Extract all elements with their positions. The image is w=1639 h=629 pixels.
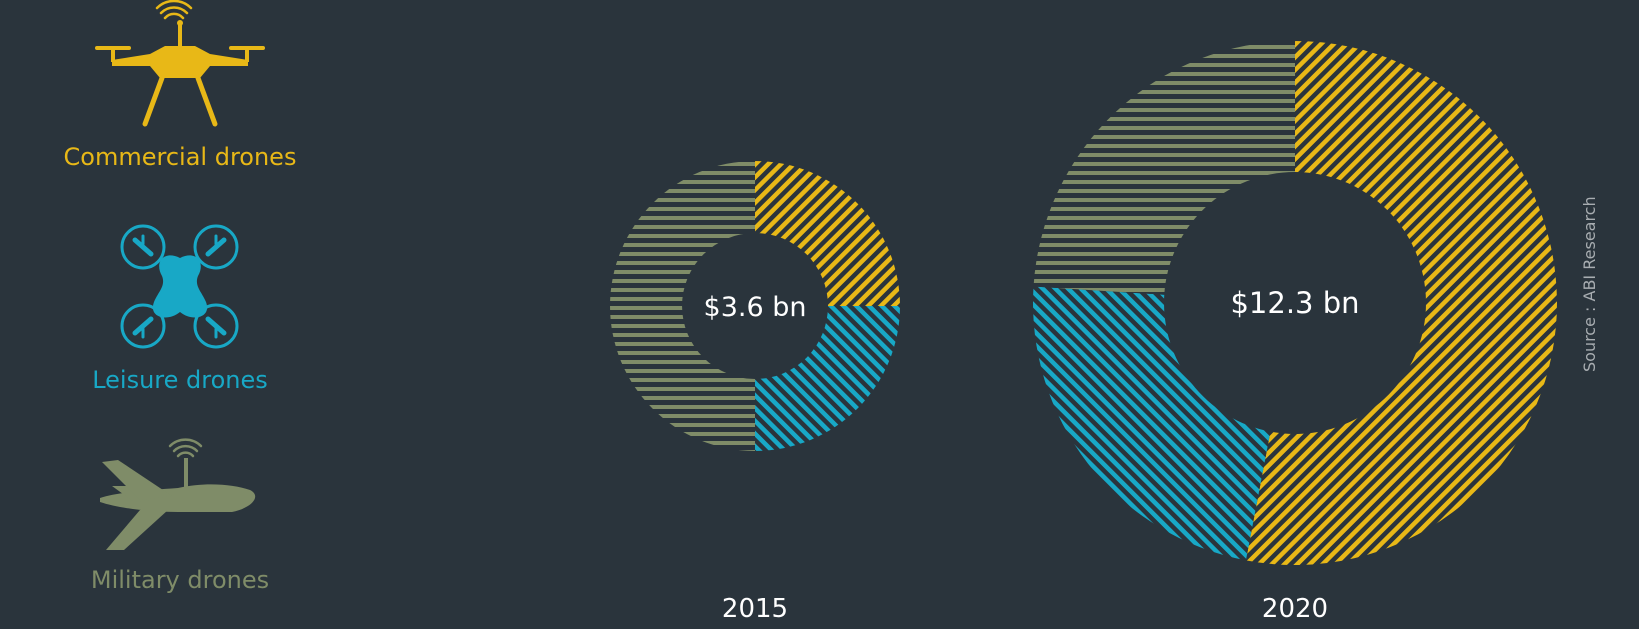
donut-2020-slice-leisure bbox=[1033, 286, 1271, 561]
donut-2015-slice-military bbox=[610, 161, 755, 451]
military-drone-icon bbox=[100, 438, 256, 550]
donut-2020-total-label: $12.3 bn bbox=[1230, 286, 1359, 320]
source-note: Source : ABI Research bbox=[1580, 196, 1599, 372]
donut-2015-slice-leisure bbox=[755, 306, 900, 451]
donut-2020-slice-military bbox=[1033, 41, 1295, 295]
donut-2020-year-label: 2020 bbox=[1262, 594, 1328, 624]
legend-label-leisure: Leisure drones bbox=[92, 366, 268, 394]
donut-2015-year-label: 2015 bbox=[722, 594, 788, 624]
leisure-quadcopter-icon bbox=[120, 224, 239, 349]
donut-2020-slice-commercial bbox=[1245, 41, 1557, 565]
commercial-drone-icon bbox=[95, 0, 265, 127]
donut-2015-slice-commercial bbox=[755, 161, 900, 306]
donut-charts: $3.6 bn 2015 $12.3 bn 2020 bbox=[610, 41, 1557, 624]
donut-2015-total-label: $3.6 bn bbox=[704, 292, 807, 323]
legend-label-military: Military drones bbox=[91, 566, 269, 594]
legend-label-commercial: Commercial drones bbox=[64, 143, 297, 171]
